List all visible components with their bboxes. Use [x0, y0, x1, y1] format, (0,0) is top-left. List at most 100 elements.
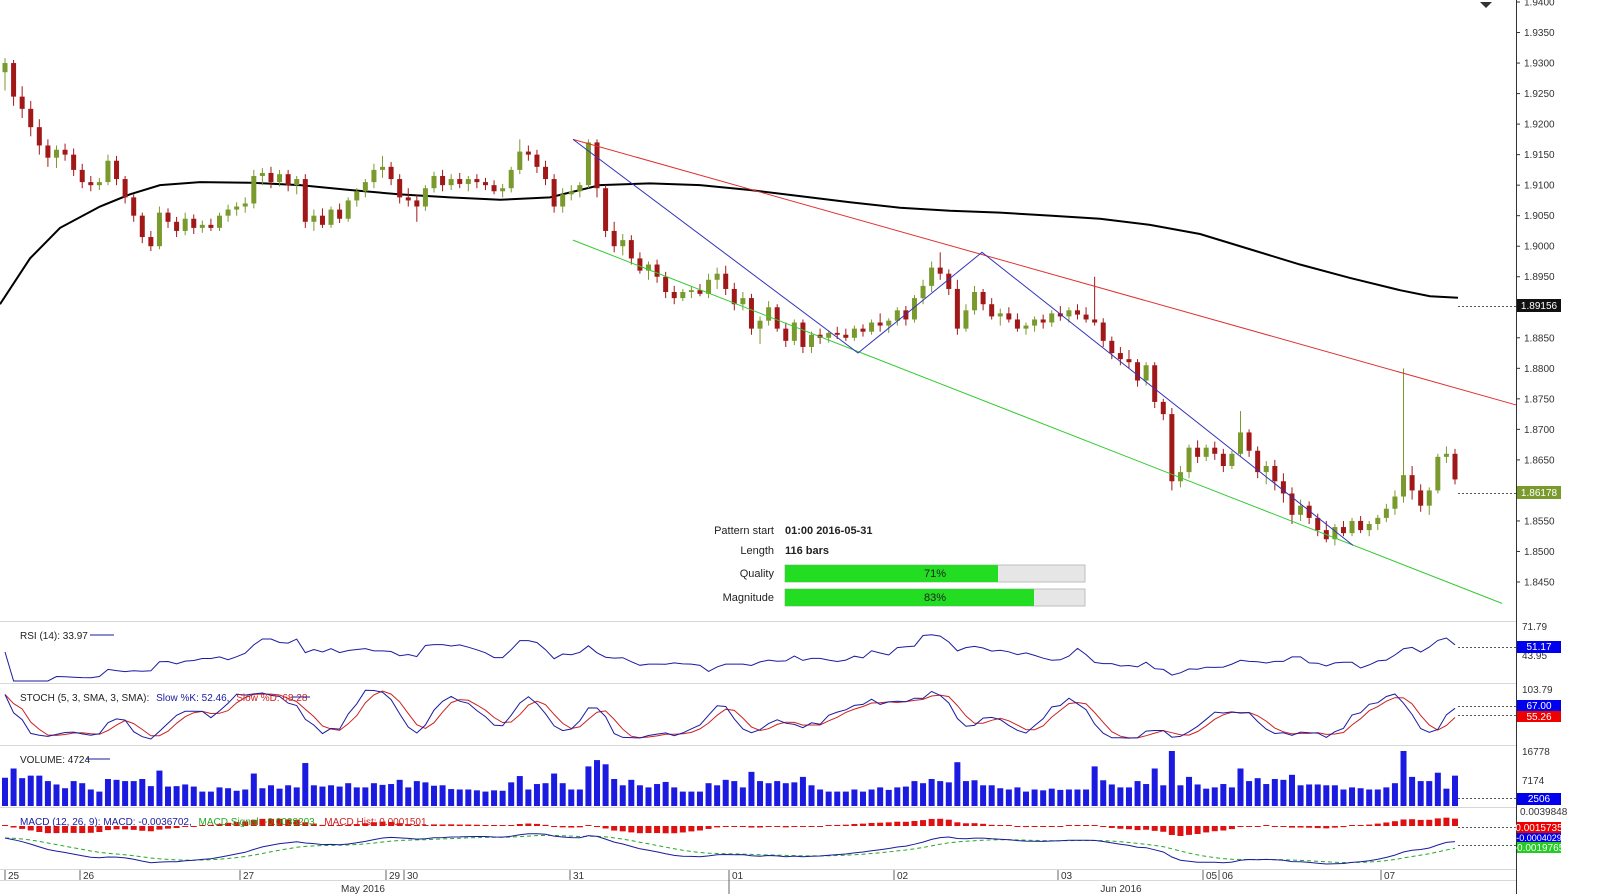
stoch-k-marker: 67.00	[1526, 701, 1551, 712]
candle-body	[165, 212, 171, 222]
volume-bar	[1023, 791, 1030, 806]
macd-hist-bar	[1254, 826, 1261, 827]
candle-body	[405, 197, 411, 201]
macd-hist-bar	[688, 826, 695, 832]
macd-hist-bar	[997, 825, 1004, 826]
channel-upper-line	[572, 138, 1517, 406]
macd-hist-bar	[439, 824, 446, 826]
volume-bar	[130, 781, 137, 806]
macd-hist-bar	[1143, 826, 1150, 830]
candle-body	[337, 209, 343, 219]
candle-body	[1246, 432, 1252, 451]
volume-bar	[628, 779, 635, 806]
price-tick-label: 1.9200	[1524, 120, 1555, 131]
volume-bar	[928, 779, 935, 806]
volume-bar	[1383, 787, 1390, 806]
candle-body	[877, 322, 883, 326]
volume-bar	[1014, 787, 1021, 806]
price-tick-label: 1.8550	[1524, 516, 1555, 527]
candle-body	[440, 176, 446, 186]
day-label: 01	[732, 871, 744, 882]
day-label: 27	[243, 871, 255, 882]
moving-average-layer	[0, 181, 1459, 305]
candle-body	[663, 276, 669, 292]
volume-bar	[199, 791, 206, 806]
candle-body	[148, 237, 154, 247]
macd-hist-bar	[156, 826, 163, 830]
candle-body	[740, 298, 746, 305]
volume-bar	[542, 783, 549, 806]
volume-bar	[1349, 787, 1356, 806]
candle-body	[1340, 527, 1346, 534]
volume-bar	[173, 786, 180, 806]
macd-hist-bar	[259, 818, 266, 826]
candle-body	[620, 240, 626, 247]
candle-body	[748, 298, 754, 329]
volume-bar	[44, 781, 51, 806]
candle-body	[774, 307, 780, 329]
price-tick-label: 1.9000	[1524, 242, 1555, 253]
candle-body	[174, 221, 180, 231]
macd-hist-bar	[1048, 826, 1055, 827]
candle-body	[1220, 453, 1226, 466]
macd-hist-bar	[19, 826, 26, 829]
candle-body	[319, 215, 325, 225]
volume-bar	[1005, 789, 1012, 806]
rsi-marker: 51.17	[1526, 642, 1551, 653]
volume-bar	[156, 770, 163, 806]
candle-body	[465, 179, 471, 184]
magnitude-value: 83%	[924, 592, 946, 604]
macd-hist-bar	[430, 824, 437, 826]
volume-bar	[671, 787, 678, 806]
candle-body	[594, 142, 600, 189]
macd-line-marker: -0.0004029	[1516, 833, 1562, 843]
volume-label: VOLUME: 4724	[20, 755, 90, 766]
macd-hist-bar	[1323, 826, 1330, 829]
day-label: 05	[1206, 871, 1218, 882]
macd-hist-bar	[525, 823, 532, 826]
candle-body	[1100, 322, 1106, 341]
volume-bar	[1426, 781, 1433, 806]
macd-hist-bar	[1400, 819, 1407, 826]
last-price-label: 1.86178	[1521, 488, 1558, 499]
candle-body	[1135, 362, 1141, 381]
volume-bar	[508, 782, 515, 806]
volume-bar	[70, 781, 77, 806]
macd-signal-line	[4, 834, 1456, 863]
candle-body	[517, 151, 523, 170]
macd-hist-bar	[774, 826, 781, 827]
volume-bar	[988, 785, 995, 806]
price-tick-label: 1.8750	[1524, 394, 1555, 405]
volume-bar	[1057, 789, 1064, 806]
day-label: 07	[1384, 871, 1396, 882]
volume-bar	[465, 789, 472, 806]
candle-body	[954, 288, 960, 329]
volume-bar	[679, 791, 686, 806]
pattern-start-value: 01:00 2016-05-31	[785, 525, 872, 537]
chevron-down-icon[interactable]	[1480, 2, 1492, 8]
volume-bar	[533, 784, 540, 806]
candle-body	[2, 63, 8, 73]
stoch-d-label: Slow %D: 68.28	[236, 693, 308, 704]
candle-body	[929, 267, 935, 286]
candle-body	[551, 179, 557, 207]
volume-bar	[1074, 789, 1081, 806]
candle-body	[834, 332, 840, 335]
macd-hist-bar	[508, 825, 515, 826]
candle-body	[45, 145, 51, 158]
candle-body	[1195, 447, 1201, 457]
macd-hist-bar	[1203, 826, 1210, 833]
candle-body	[800, 322, 806, 347]
volume-bar	[817, 789, 824, 806]
rsi-marker-box	[1517, 641, 1561, 653]
candle-body	[1383, 508, 1389, 518]
candle-body	[96, 182, 102, 186]
candle-body	[62, 149, 68, 155]
volume-bar	[748, 771, 755, 806]
candle-body	[225, 209, 231, 216]
volume-bar	[1065, 789, 1072, 806]
macd-hist-bar	[1357, 825, 1364, 826]
macd-label: MACD (12, 26, 9): MACD: -0.0036702, MACD…	[20, 817, 427, 828]
